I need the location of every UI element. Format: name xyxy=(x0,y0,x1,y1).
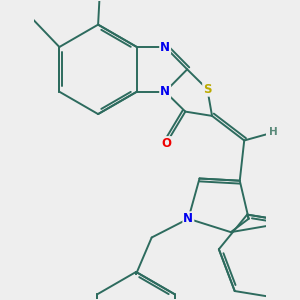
Text: O: O xyxy=(161,137,171,150)
Text: N: N xyxy=(183,212,193,225)
Text: S: S xyxy=(203,83,212,96)
Text: N: N xyxy=(160,85,170,98)
Text: N: N xyxy=(160,40,170,53)
Text: H: H xyxy=(269,128,278,137)
